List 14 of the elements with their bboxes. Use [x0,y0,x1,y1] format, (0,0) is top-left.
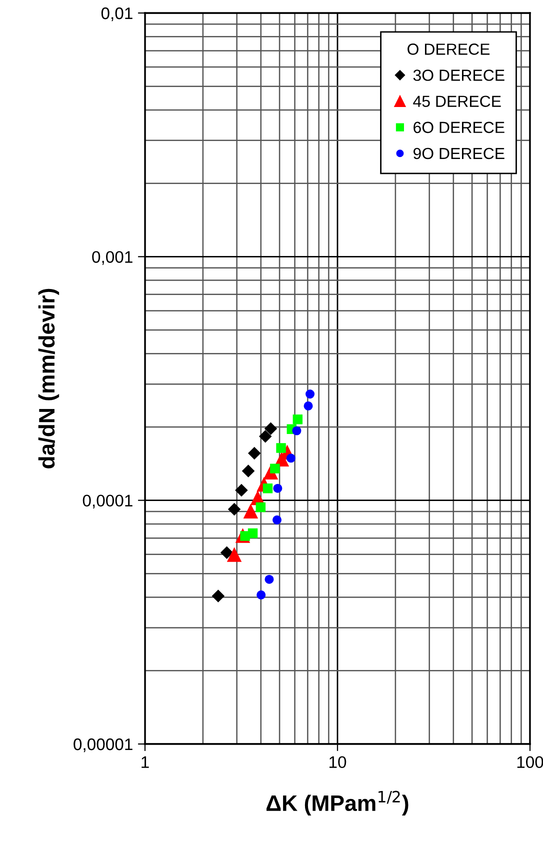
y-axis-title: da/dN (mm/devir) [38,288,60,468]
legend-title: O DERECE [408,44,490,55]
legend-label: 9O DERECE [414,148,504,160]
x-tick-label: 100 [517,756,543,768]
legend-label: 6O DERECE [414,122,504,134]
y-tick-label: 0,001 [92,251,132,265]
legend-label: 3O DERECE [413,70,504,81]
legend-label: 45 DERECE [413,96,501,108]
y-tick-label: 0,0001 [82,494,132,509]
x-axis-title: ΔK (MPam$^{1/2}$) [266,790,408,816]
x-tick-label: 1 [142,756,149,768]
y-tick-label: 0,01 [101,7,132,22]
y-tick-label: 0,00001 [74,738,132,752]
x-tick-label: 10 [330,756,346,768]
